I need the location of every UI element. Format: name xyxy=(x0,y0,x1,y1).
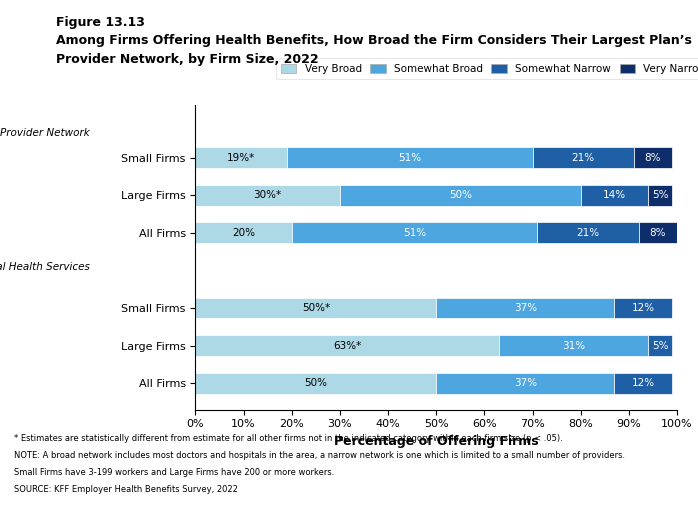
Bar xyxy=(634,148,672,168)
Bar xyxy=(195,185,340,206)
Text: Breadth of Network for Mental Health Services: Breadth of Network for Mental Health Ser… xyxy=(0,261,89,271)
Bar xyxy=(537,223,639,243)
Text: Small Firms have 3-199 workers and Large Firms have 200 or more workers.: Small Firms have 3-199 workers and Large… xyxy=(14,468,334,477)
Bar xyxy=(195,223,292,243)
Text: 14%: 14% xyxy=(603,190,626,200)
Text: 63%*: 63%* xyxy=(333,341,362,351)
X-axis label: Percentage of Offering Firms: Percentage of Offering Firms xyxy=(334,435,539,448)
Text: 12%: 12% xyxy=(632,378,655,388)
Text: 37%: 37% xyxy=(514,378,537,388)
Text: Figure 13.13: Figure 13.13 xyxy=(56,16,144,29)
Text: 30%*: 30%* xyxy=(253,190,282,200)
Bar xyxy=(195,373,436,394)
Bar xyxy=(614,373,672,394)
Bar xyxy=(195,335,499,356)
Text: 31%: 31% xyxy=(562,341,585,351)
Bar xyxy=(533,148,634,168)
Bar xyxy=(436,373,614,394)
Text: 50%*: 50%* xyxy=(302,303,330,313)
Text: 50%: 50% xyxy=(304,378,327,388)
Bar xyxy=(581,185,648,206)
Bar xyxy=(195,148,287,168)
Text: * Estimates are statistically different from estimate for all other firms not in: * Estimates are statistically different … xyxy=(14,434,563,443)
Text: 12%: 12% xyxy=(632,303,655,313)
Text: 8%: 8% xyxy=(650,228,666,238)
Text: Breadth of Provider Network: Breadth of Provider Network xyxy=(0,128,89,138)
Bar xyxy=(639,223,677,243)
Text: 5%: 5% xyxy=(652,190,669,200)
Text: 21%: 21% xyxy=(572,153,595,163)
Text: Provider Network, by Firm Size, 2022: Provider Network, by Firm Size, 2022 xyxy=(56,52,318,66)
Bar xyxy=(499,335,648,356)
Text: SOURCE: KFF Employer Health Benefits Survey, 2022: SOURCE: KFF Employer Health Benefits Sur… xyxy=(14,485,238,494)
Bar xyxy=(287,148,533,168)
Bar xyxy=(436,298,614,318)
Text: 50%: 50% xyxy=(449,190,472,200)
Text: 5%: 5% xyxy=(652,341,669,351)
Text: 51%: 51% xyxy=(398,153,422,163)
Bar xyxy=(648,185,672,206)
Bar xyxy=(614,298,672,318)
Bar xyxy=(292,223,537,243)
Bar xyxy=(340,185,581,206)
Text: 37%: 37% xyxy=(514,303,537,313)
Bar xyxy=(195,298,436,318)
Text: 8%: 8% xyxy=(645,153,661,163)
Text: Among Firms Offering Health Benefits, How Broad the Firm Considers Their Largest: Among Firms Offering Health Benefits, Ho… xyxy=(56,34,692,47)
Bar xyxy=(648,335,672,356)
Text: 20%: 20% xyxy=(232,228,255,238)
Text: NOTE: A broad network includes most doctors and hospitals in the area, a narrow : NOTE: A broad network includes most doct… xyxy=(14,451,625,460)
Legend: Very Broad, Somewhat Broad, Somewhat Narrow, Very Narrow: Very Broad, Somewhat Broad, Somewhat Nar… xyxy=(276,58,698,79)
Text: 21%: 21% xyxy=(577,228,600,238)
Text: 51%: 51% xyxy=(403,228,426,238)
Text: 19%*: 19%* xyxy=(227,153,255,163)
